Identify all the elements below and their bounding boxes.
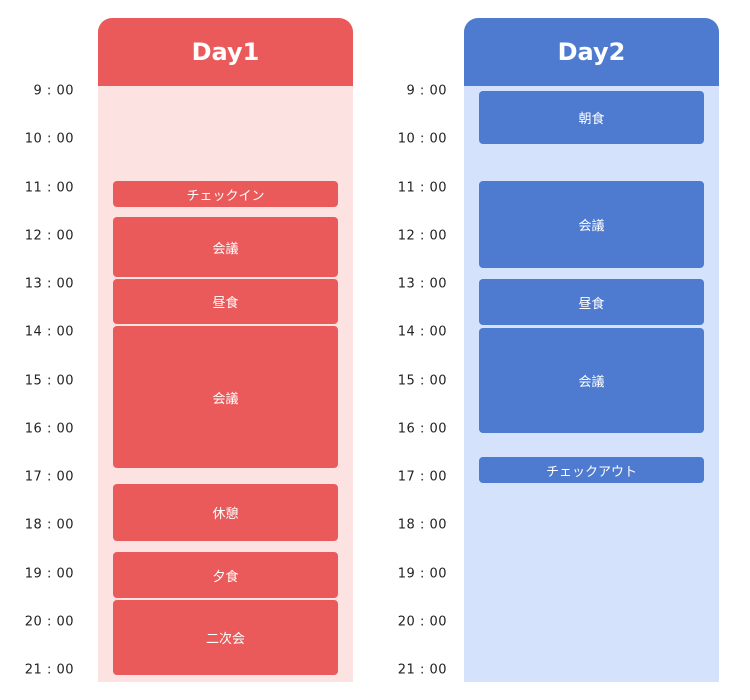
time-label: 12 : 00 [24,228,74,244]
time-label: 19 : 00 [397,566,447,581]
event-block: チェックイン [113,181,338,207]
day-header: Day2 [464,18,719,86]
event-block: 夕食 [113,552,338,598]
time-label: 9 : 00 [406,83,447,99]
time-label: 18 : 00 [24,517,74,533]
time-label: 15 : 00 [24,373,74,388]
time-label: 18 : 00 [397,517,447,533]
event-block: 会議 [479,181,704,268]
time-label: 14 : 00 [397,324,447,340]
event-block: 昼食 [479,279,704,325]
time-label: 16 : 00 [24,421,74,437]
time-label: 13 : 00 [24,276,74,292]
event-block: チェックアウト [479,457,704,483]
time-label: 10 : 00 [24,131,74,147]
time-label: 17 : 00 [24,469,74,485]
time-label: 9 : 00 [33,83,74,99]
time-label: 10 : 00 [397,131,447,147]
event-block: 会議 [113,326,338,468]
time-label: 21 : 00 [24,662,74,678]
time-label: 15 : 00 [397,373,447,388]
time-label: 12 : 00 [397,228,447,244]
time-label: 11 : 00 [397,180,447,195]
time-label: 21 : 00 [397,662,447,678]
event-block: 二次会 [113,600,338,675]
day-header: Day1 [98,18,353,86]
time-label: 20 : 00 [397,614,447,630]
event-block: 会議 [479,328,704,433]
event-block: 昼食 [113,279,338,324]
time-label: 14 : 00 [24,324,74,340]
event-block: 休憩 [113,484,338,541]
time-label: 17 : 00 [397,469,447,485]
time-label: 20 : 00 [24,614,74,630]
time-label: 13 : 00 [397,276,447,292]
event-block: 朝食 [479,91,704,144]
time-label: 19 : 00 [24,566,74,581]
time-label: 11 : 00 [24,180,74,195]
time-label: 16 : 00 [397,421,447,437]
event-block: 会議 [113,217,338,277]
